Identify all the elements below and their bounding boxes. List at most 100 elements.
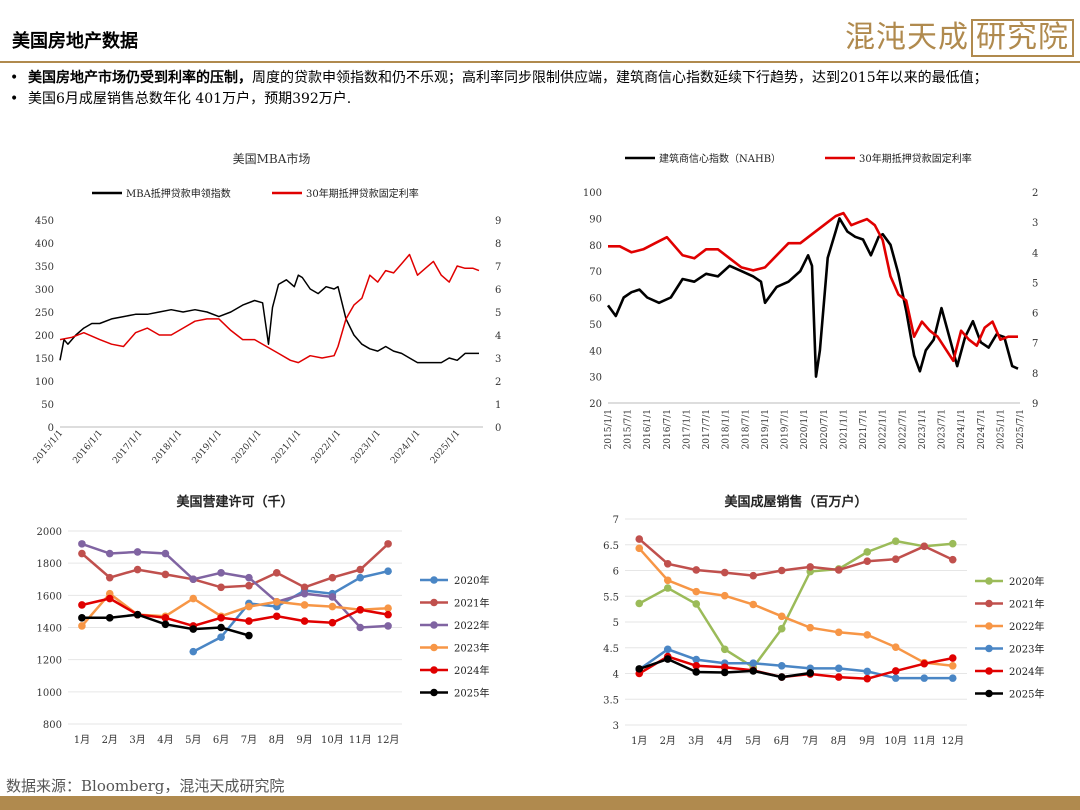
y-left-tick-label: 60 bbox=[589, 294, 602, 305]
data-point bbox=[948, 555, 957, 564]
x-tick-label: 11月 bbox=[913, 735, 936, 747]
x-tick-label: 2月 bbox=[660, 735, 676, 747]
data-point bbox=[948, 654, 957, 662]
x-tick-label: 2025/1/1 bbox=[996, 409, 1006, 449]
y-left-tick-label: 100 bbox=[35, 377, 54, 388]
x-tick-label: 2023/1/1 bbox=[918, 409, 928, 449]
data-point bbox=[692, 600, 701, 608]
data-point bbox=[217, 614, 225, 622]
data-point bbox=[635, 544, 644, 553]
data-point bbox=[133, 610, 142, 619]
chart-title: 美国营建许可（千） bbox=[176, 494, 293, 510]
y-tick-label: 2000 bbox=[37, 527, 62, 538]
series-line-4 bbox=[81, 597, 389, 628]
y-right-tick-label: 6 bbox=[1032, 309, 1038, 320]
data-point bbox=[328, 593, 337, 601]
y-left-tick-label: 350 bbox=[35, 262, 54, 273]
data-point bbox=[663, 584, 672, 592]
logo-box-text: 研究院 bbox=[971, 19, 1074, 57]
legend-label: 2024年 bbox=[1009, 665, 1044, 678]
chart-title: 美国MBA市场 bbox=[233, 151, 311, 166]
y-right-tick-label: 2 bbox=[1032, 188, 1038, 199]
data-point bbox=[635, 535, 644, 543]
data-point bbox=[692, 661, 701, 670]
data-point bbox=[806, 669, 815, 677]
data-point bbox=[189, 625, 198, 633]
x-tick-label: 2021/1/1 bbox=[839, 409, 849, 449]
data-point bbox=[384, 604, 392, 612]
legend-marker bbox=[430, 643, 438, 652]
y-right-tick-label: 5 bbox=[495, 308, 501, 319]
data-point bbox=[78, 622, 86, 630]
bullet-item: 美国房地产市场仍受到利率的压制，周度的贷款申领指数和仍不乐观；高利率同步限制供应… bbox=[10, 68, 1070, 89]
y-left-tick-label: 50 bbox=[589, 320, 602, 331]
y-tick-label: 1000 bbox=[37, 688, 62, 699]
legend-marker bbox=[985, 622, 993, 630]
y-left-tick-label: 80 bbox=[589, 241, 602, 252]
data-point bbox=[749, 667, 758, 675]
data-point bbox=[863, 674, 872, 683]
x-tick-label: 2019/1/1 bbox=[761, 409, 771, 449]
data-point bbox=[78, 614, 86, 622]
x-tick-label: 2020/7/1 bbox=[820, 409, 830, 449]
x-tick-label: 5月 bbox=[745, 735, 761, 747]
data-point bbox=[78, 540, 86, 548]
bullet-text: 美国6月成屋销售总数年化 401万户，预期392万户. bbox=[28, 91, 352, 107]
legend-label: 2025年 bbox=[1009, 688, 1044, 701]
x-tick-label: 4月 bbox=[717, 735, 733, 747]
legend-marker bbox=[430, 598, 438, 607]
data-point bbox=[692, 587, 701, 596]
x-tick-label: 2018/1/1 bbox=[151, 429, 185, 466]
data-point bbox=[891, 674, 900, 682]
data-point bbox=[891, 537, 900, 545]
legend-marker bbox=[985, 689, 993, 698]
data-point bbox=[161, 620, 170, 629]
legend-marker bbox=[985, 577, 993, 585]
legend-marker bbox=[985, 599, 993, 608]
series-line-1 bbox=[638, 538, 954, 577]
chart-mba-market: 美国MBA市场 MBA抵押贷款申领指数 30年期抵押贷款固定利率 0 50 100 150 2… bbox=[20, 145, 520, 490]
bullet-list: 美国房地产市场仍受到利率的压制，周度的贷款申领指数和仍不乐观；高利率同步限制供应… bbox=[10, 68, 1070, 110]
series-line-2 bbox=[638, 547, 953, 668]
data-point bbox=[806, 623, 815, 632]
x-tick-label: 2024/7/1 bbox=[977, 409, 987, 449]
data-point bbox=[245, 617, 253, 625]
x-tick-label: 1月 bbox=[74, 734, 90, 746]
data-point bbox=[777, 661, 786, 670]
x-tick-label: 2022/1/1 bbox=[310, 429, 344, 466]
data-point bbox=[834, 664, 843, 673]
data-point bbox=[300, 589, 309, 598]
data-point bbox=[300, 601, 309, 609]
y-left-tick-label: 150 bbox=[35, 354, 54, 365]
data-point bbox=[245, 573, 253, 582]
data-point bbox=[777, 612, 786, 621]
legend-marker bbox=[430, 576, 438, 584]
x-tick-label: 3月 bbox=[129, 734, 145, 746]
y-right-tick-label: 5 bbox=[1032, 278, 1038, 289]
x-tick-label: 12月 bbox=[377, 734, 400, 746]
legend-label: 2021年 bbox=[1009, 598, 1044, 611]
legend-label: 2023年 bbox=[454, 642, 489, 655]
x-tick-label: 10月 bbox=[321, 734, 344, 746]
x-tick-label: 12月 bbox=[941, 735, 964, 747]
data-point bbox=[384, 610, 392, 619]
header-divider bbox=[0, 61, 1080, 63]
x-tick-label: 2022/7/1 bbox=[898, 409, 908, 449]
data-point bbox=[920, 659, 929, 668]
data-point bbox=[161, 614, 170, 622]
y-left-tick-label: 400 bbox=[35, 239, 54, 250]
data-point bbox=[356, 606, 365, 614]
x-tick-label: 2021/1/1 bbox=[270, 429, 304, 466]
y-tick-label: 6 bbox=[613, 567, 619, 578]
x-tick-label: 6月 bbox=[774, 735, 790, 747]
y-tick-label: 6.5 bbox=[603, 541, 619, 552]
x-tick-label: 4月 bbox=[157, 734, 173, 746]
data-point bbox=[384, 622, 392, 630]
data-point bbox=[948, 539, 957, 548]
x-tick-label: 9月 bbox=[859, 735, 875, 747]
legend-label: 2022年 bbox=[454, 619, 489, 632]
data-point bbox=[891, 667, 900, 675]
y-right-tick-label: 7 bbox=[495, 262, 501, 273]
data-point bbox=[272, 612, 281, 621]
data-point bbox=[161, 570, 170, 579]
